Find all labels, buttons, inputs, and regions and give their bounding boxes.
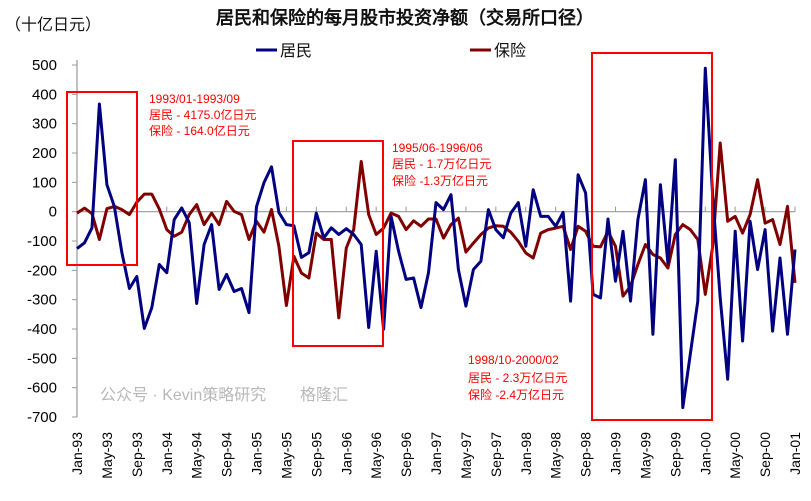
annotation-period: 1995/06-1996/06	[392, 141, 483, 155]
series-line-insurance	[76, 141, 797, 320]
annotation-insurance: 保险 -1.3万亿日元	[392, 173, 488, 188]
watermark-logo: 格隆汇	[300, 386, 348, 404]
x-tick-label: Sep-97	[488, 432, 504, 477]
legend-label-residents: 居民	[280, 43, 312, 60]
legend: 居民 保险	[256, 42, 526, 60]
y-tick-label: 0	[49, 204, 57, 221]
series-group	[76, 66, 797, 410]
x-tick-label: Jan-94	[159, 432, 175, 475]
y-tick-label: -500	[27, 350, 57, 367]
y-tick-label: 400	[32, 86, 57, 103]
x-tick-label: Sep-96	[398, 432, 414, 477]
x-tick-label: May-93	[99, 432, 115, 479]
y-tick-label: 300	[32, 116, 57, 133]
highlight-box-1995	[292, 140, 384, 347]
y-tick-label: 200	[32, 145, 57, 162]
annotation-residents: 居民 - 2.3万亿日元	[468, 370, 567, 385]
legend-label-insurance: 保险	[494, 42, 526, 60]
y-axis: 500 400 300 200 100 0 -100 -200 -300 -400 -500 -600…	[27, 57, 78, 426]
annotation-1993: 1993/01-1993/09 居民 - 4175.0亿日元 保险 - 164.…	[149, 92, 256, 138]
annotation-period: 1993/01-1993/09	[149, 92, 240, 106]
y-tick-label: -400	[27, 321, 57, 338]
highlight-box-1998	[591, 52, 713, 421]
annotation-insurance: 保险 -2.4万亿日元	[468, 387, 564, 402]
x-tick-label: Sep-98	[578, 432, 594, 477]
x-tick-label: May-94	[189, 432, 205, 479]
x-tick-label: May-95	[278, 432, 294, 479]
annotation-residents: 居民 - 1.7万亿日元	[392, 156, 491, 171]
x-tick-label: Sep-94	[219, 432, 235, 477]
x-tick-label: Sep-99	[667, 432, 683, 477]
x-tick-label: Jan-00	[697, 432, 713, 475]
highlight-boxes	[66, 52, 713, 421]
x-axis: Jan-93 May-93 Sep-93 Jan-94 May-94 Sep-94 Jan-…	[69, 206, 803, 479]
y-tick-label: -100	[27, 233, 57, 250]
x-tick-label: May-96	[368, 432, 384, 479]
watermark-text: 公众号 · Kevin策略研究	[100, 386, 266, 404]
highlight-box-1993	[66, 91, 138, 266]
y-tick-label: -200	[27, 262, 57, 279]
x-tick-label: Jan-97	[428, 432, 444, 475]
x-tick-label: Jan-99	[608, 432, 624, 475]
x-tick-label: Sep-93	[129, 432, 145, 477]
y-tick-label: -700	[27, 409, 57, 426]
y-tick-label: 500	[32, 57, 57, 74]
x-tick-label: Jan-96	[338, 432, 354, 475]
annotation-1998: 1998/10-2000/02 居民 - 2.3万亿日元 保险 -2.4万亿日元	[468, 353, 567, 402]
x-tick-label: May-98	[548, 432, 564, 479]
annotation-period: 1998/10-2000/02	[468, 353, 559, 367]
x-tick-label: Sep-95	[308, 432, 324, 477]
x-tick-label: Jan-01	[787, 432, 803, 475]
x-tick-label: May-00	[727, 432, 743, 479]
x-tick-label: Sep-00	[757, 432, 773, 477]
x-tick-label: Jan-93	[69, 432, 85, 475]
y-tick-label: 100	[32, 174, 57, 191]
annotation-residents: 居民 - 4175.0亿日元	[149, 107, 256, 122]
chart-title: 居民和保险的每月股市投资净额（交易所口径）	[216, 7, 594, 28]
unit-label: （十亿日元）	[5, 16, 101, 34]
x-tick-label: Jan-95	[249, 432, 265, 475]
y-tick-label: -300	[27, 292, 57, 309]
series-line-residents	[76, 66, 797, 410]
x-tick-label: May-97	[458, 432, 474, 479]
x-tick-label: May-99	[637, 432, 653, 479]
x-tick-label: Jan-98	[518, 432, 534, 475]
annotation-insurance: 保险 - 164.0亿日元	[149, 123, 250, 138]
annotation-1995: 1995/06-1996/06 居民 - 1.7万亿日元 保险 -1.3万亿日元	[392, 141, 491, 188]
y-tick-label: -600	[27, 380, 57, 397]
